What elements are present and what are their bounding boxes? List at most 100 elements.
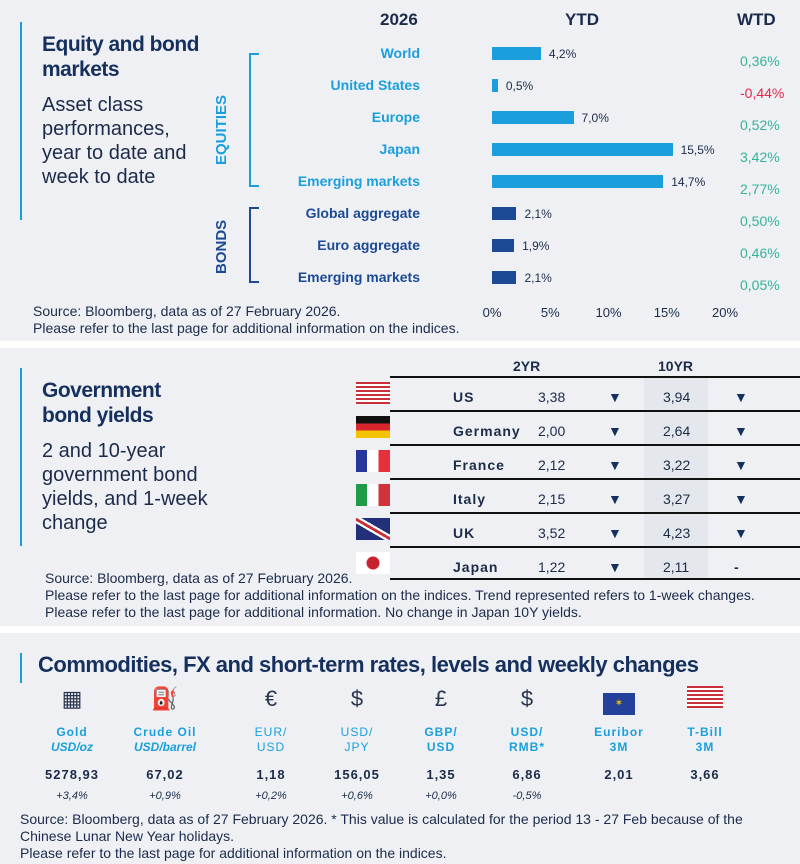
- wtd-value: 2,77%: [740, 181, 780, 197]
- bar-value-label: 2,1%: [524, 207, 552, 221]
- usd-icon: $: [520, 686, 534, 711]
- commodity-value: 6,86: [512, 767, 542, 782]
- source-text: Source: Bloomberg, data as of 27 Februar…: [20, 811, 743, 844]
- wtd-value: 0,50%: [740, 213, 780, 229]
- trend-10yr-icon: ▼: [734, 389, 748, 405]
- commodity-value: 1,18: [256, 767, 286, 782]
- x-tick-label: 10%: [595, 305, 622, 320]
- commodity-name: GBP/: [424, 725, 458, 739]
- commodity-unit: 3M: [695, 740, 715, 754]
- commodity-label: EUR/USD: [226, 725, 316, 755]
- crudeoil-icon: ⛽: [151, 686, 179, 711]
- flag-japan-icon: [356, 552, 390, 574]
- bar-equities: [492, 47, 541, 60]
- accent-bar: [20, 653, 22, 683]
- bar-value-label: 14,7%: [671, 175, 706, 189]
- source-text: Source: Bloomberg, data as of 27 Februar…: [45, 570, 353, 586]
- equities-label: EQUITIES: [213, 94, 230, 165]
- commodity-label: T-Bill 3M: [660, 725, 750, 755]
- wtd-header: WTD: [737, 10, 776, 29]
- country-name: France: [453, 457, 505, 473]
- x-tick-label: 5%: [540, 305, 560, 320]
- bar-bonds: [492, 207, 517, 220]
- flag-italy-icon: [356, 484, 390, 506]
- commodity-value: 156,05: [334, 767, 380, 782]
- commodity-value: 2,01: [604, 767, 634, 782]
- accent-bar: [20, 22, 22, 220]
- gbp-icon: £: [434, 686, 448, 711]
- note-text: Please refer to the last page for additi…: [45, 587, 755, 620]
- commodity-label: USD/RMB*: [482, 725, 572, 755]
- bar-bonds: [492, 271, 517, 284]
- flag-france-icon: [356, 450, 390, 472]
- yield-row: US 3,38 ▼ 3,94 ▼: [390, 376, 800, 410]
- wtd-value: 0,52%: [740, 117, 780, 133]
- category-label: Europe: [371, 109, 420, 125]
- country-name: Germany: [453, 423, 521, 439]
- commodity-change: +0,9%: [149, 790, 181, 802]
- yield-row: Japan 1,22 ▼ 2,11 -: [390, 546, 800, 580]
- wtd-value: 0,46%: [740, 245, 780, 261]
- bar-value-label: 1,9%: [522, 239, 550, 253]
- usd-icon: $: [350, 686, 364, 711]
- 10yr-column-shade: [644, 376, 708, 578]
- trend-10yr-icon: ▼: [734, 491, 748, 507]
- commodity-change: +0,0%: [425, 790, 457, 802]
- category-label: Emerging markets: [297, 269, 420, 285]
- yield-row: Italy 2,15 ▼ 3,27 ▼: [390, 478, 800, 512]
- yield-10yr: 3,27: [663, 491, 691, 507]
- category-label: Japan: [379, 141, 420, 157]
- commodity-label: Gold USD/oz: [27, 725, 117, 755]
- commodity-label: Euribor 3M: [574, 725, 664, 755]
- x-tick-label: 0%: [482, 305, 502, 320]
- country-name: UK: [453, 525, 476, 541]
- commodity-name: Euribor: [594, 725, 644, 739]
- trend-2yr-icon: ▼: [608, 559, 622, 575]
- commodities-section: Commodities, FX and short-term rates, le…: [0, 633, 800, 864]
- bar-value-label: 15,5%: [680, 143, 715, 157]
- flag-us-icon: [356, 382, 390, 404]
- commodity-unit: 3M: [609, 740, 629, 754]
- category-label: Euro aggregate: [317, 237, 420, 253]
- yield-10yr: 3,94: [663, 389, 691, 405]
- trend-2yr-icon: ▼: [608, 525, 622, 541]
- gold-icon: ▦: [61, 686, 83, 711]
- commodity-unit: JPY: [344, 740, 370, 754]
- yield-2yr: 1,22: [538, 559, 566, 575]
- country-name: Japan: [453, 559, 499, 575]
- commodity-value: 1,35: [426, 767, 456, 782]
- yield-2yr: 2,00: [538, 423, 566, 439]
- section-subtitle: 2 and 10-year government bond yields, an…: [42, 440, 208, 534]
- commodity-unit: USD: [256, 740, 286, 754]
- commodity-name: USD/: [340, 725, 374, 739]
- yield-10yr: 3,22: [663, 457, 691, 473]
- commodity-unit: USD/barrel: [133, 740, 197, 754]
- commodity-label: GBP/USD: [396, 725, 486, 755]
- commodity-value: 5278,93: [45, 767, 99, 782]
- category-label: Emerging markets: [297, 173, 420, 189]
- commodity-name: USD/: [510, 725, 544, 739]
- commodity-unit: USD/oz: [51, 740, 93, 754]
- wtd-value: -0,44%: [740, 85, 785, 101]
- wtd-value: 0,36%: [740, 53, 780, 69]
- euribor-icon: ✶: [574, 686, 664, 715]
- col-2yr-header: 2YR: [513, 358, 541, 374]
- yield-2yr: 3,52: [538, 525, 566, 541]
- commodity-value: 3,66: [690, 767, 720, 782]
- bar-equities: [492, 79, 498, 92]
- section-title: Government bond yields: [42, 379, 161, 427]
- country-name: US: [453, 389, 475, 405]
- commodity-name: T-Bill: [687, 725, 723, 739]
- year-header: 2026: [380, 10, 418, 29]
- wtd-value: 0,05%: [740, 277, 780, 293]
- flag-uk-icon: [356, 518, 390, 540]
- equities-bracket: [249, 53, 259, 187]
- commodity-name: Crude Oil: [133, 725, 197, 739]
- commodity-value: 67,02: [146, 767, 184, 782]
- trend-10yr-icon: ▼: [734, 457, 748, 473]
- category-label: World: [380, 45, 420, 61]
- yield-2yr: 2,12: [538, 457, 566, 473]
- commodity-change: +0,2%: [255, 790, 287, 802]
- section-title: Equity and bond markets: [42, 33, 199, 81]
- section-subtitle: Asset class performances, year to date a…: [42, 94, 187, 188]
